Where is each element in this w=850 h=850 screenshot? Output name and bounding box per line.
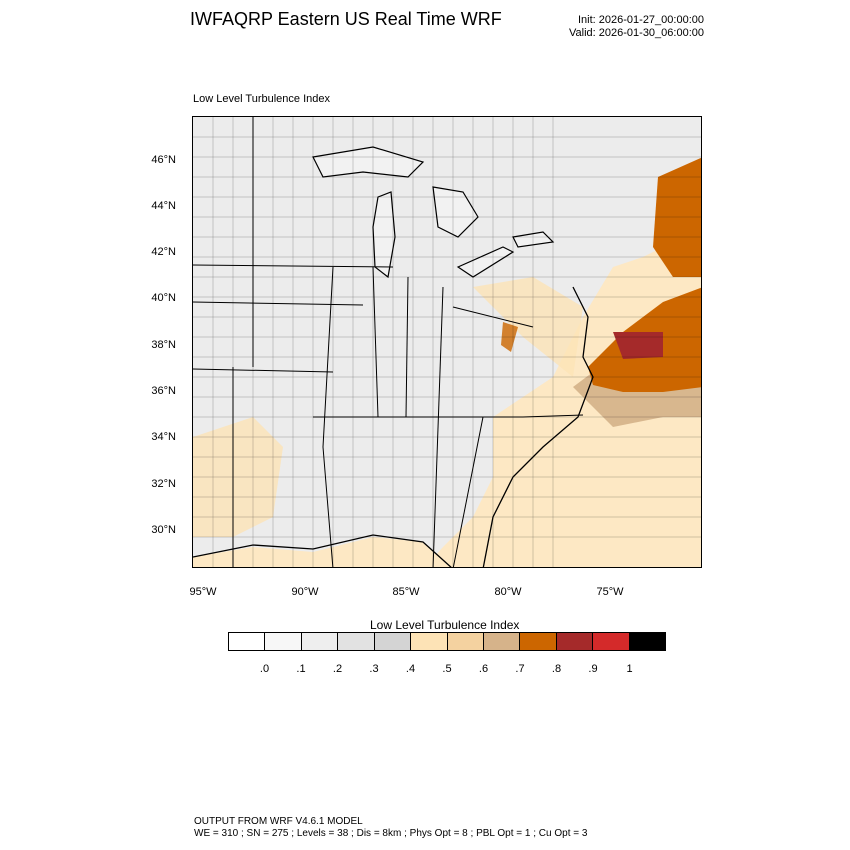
lat-label: 38°N [151,339,176,351]
chart-title: IWFAQRP Eastern US Real Time WRF [190,9,502,29]
colorbar-label: 1 [626,663,633,675]
colorbar-box [301,633,339,650]
lake-huron [432,186,479,238]
lon-label: 75°W [596,586,624,598]
gulf-coastline [193,534,452,567]
colorbar-box [411,633,448,650]
lon-label: 95°W [189,586,217,598]
gulf-of-maine-field [653,157,701,277]
map-svg [193,117,701,567]
lat-label: 30°N [151,524,176,536]
colorbar-box [229,633,266,650]
init-valid-times: Init: 2026-01-27_00:00:00 Valid: 2026-01… [569,14,704,40]
colorbar-label: .3 [369,663,379,675]
lon-label: 80°W [494,586,522,598]
ocean-field [424,228,701,567]
footer-line-2: WE = 310 ; SN = 275 ; Levels = 38 ; Dis … [194,828,588,839]
colorbar-box [265,633,302,650]
colorbar-label: .9 [588,663,598,675]
colorbar-box [593,633,630,650]
colorbar-box [374,633,412,650]
colorbar-label: .5 [442,663,452,675]
colorbar [228,632,666,651]
colorbar-title: Low Level Turbulence Index [370,618,520,632]
footer-line-1: OUTPUT FROM WRF V4.6.1 MODEL [194,816,363,827]
land-patch-appalachian [473,277,583,377]
colorbar-label: .8 [551,663,562,675]
lat-label: 36°N [151,385,176,397]
colorbar-label: .7 [515,663,525,675]
colorbar-box [483,633,521,650]
colorbar-box [338,633,375,650]
lon-label: 90°W [291,586,319,598]
colorbar-label: .2 [332,663,343,675]
lat-label: 46°N [151,154,176,166]
colorbar-label: .4 [405,663,416,675]
model-footer: OUTPUT FROM WRF V4.6.1 MODEL WE = 310 ; … [194,816,587,840]
lat-label: 32°N [151,478,176,490]
colorbar-label: .0 [259,663,270,675]
valid-time: Valid: 2026-01-30_06:00:00 [569,27,704,39]
lat-label: 34°N [151,431,176,443]
colorbar-label: .1 [296,663,306,675]
lat-label: 42°N [151,246,176,258]
colorbar-box [629,633,666,650]
lat-label: 40°N [151,292,176,304]
lon-label: 85°W [392,586,420,598]
colorbar-box [520,633,557,650]
gulf-field [193,537,451,567]
colorbar-box [447,633,484,650]
init-time: Init: 2026-01-27_00:00:00 [578,14,704,26]
colorbar-box [556,633,594,650]
plot-label: Low Level Turbulence Index [193,93,330,105]
lat-label: 44°N [151,200,176,212]
county-mesh [193,117,701,567]
colorbar-label: .6 [478,663,489,675]
offshore-max-field [613,332,663,359]
map-panel [192,116,702,568]
